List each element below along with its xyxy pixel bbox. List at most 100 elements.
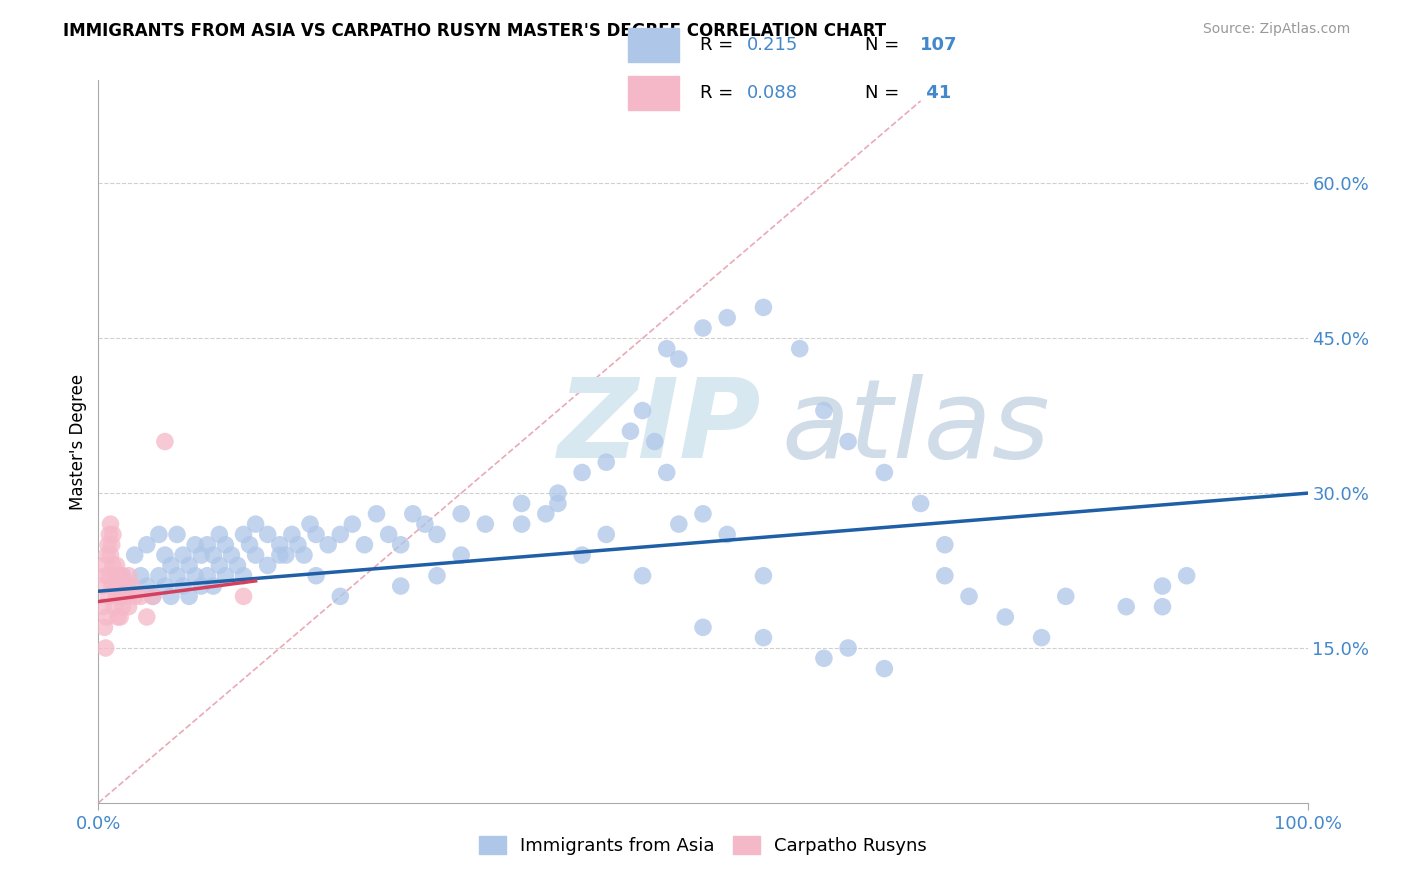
Point (716, 527, 738, 541)
Point (121, 579, 143, 593)
Point (221, 548, 243, 562)
Point (510, 496, 533, 510)
Point (1152, 599, 1174, 614)
Point (389, 538, 412, 552)
Y-axis label: Master's Degree: Master's Degree (69, 374, 87, 509)
Point (994, 610, 1017, 624)
Text: ZIP: ZIP (558, 374, 762, 481)
Point (813, 403, 835, 417)
Point (100, 517, 122, 532)
Point (534, 507, 557, 521)
Point (135, 579, 157, 593)
Point (96, 610, 118, 624)
Point (413, 517, 436, 532)
Point (256, 558, 278, 573)
Text: 0.088: 0.088 (747, 84, 797, 103)
Point (160, 590, 183, 604)
Point (934, 568, 956, 582)
Point (148, 568, 170, 582)
Point (450, 507, 472, 521)
Point (245, 517, 267, 532)
Point (91, 599, 114, 614)
Point (214, 568, 236, 582)
Point (179, 590, 201, 604)
Point (160, 558, 183, 573)
Point (1115, 599, 1137, 614)
Point (329, 590, 352, 604)
Point (208, 558, 231, 573)
Point (208, 527, 231, 541)
Bar (628, 28, 679, 62)
Point (353, 538, 375, 552)
Point (232, 590, 254, 604)
Point (172, 548, 194, 562)
Point (281, 527, 304, 541)
Text: R =: R = (700, 36, 740, 54)
Point (269, 538, 291, 552)
Point (226, 558, 249, 573)
Point (135, 610, 157, 624)
Point (547, 496, 569, 510)
Point (692, 507, 714, 521)
Point (202, 579, 225, 593)
Point (118, 579, 141, 593)
Point (1152, 579, 1174, 593)
Point (910, 496, 932, 510)
Point (166, 568, 188, 582)
Point (190, 548, 212, 562)
Point (245, 548, 267, 562)
Point (292, 548, 315, 562)
Text: Source: ZipAtlas.com: Source: ZipAtlas.com (1202, 22, 1350, 37)
Point (110, 568, 132, 582)
Point (94, 640, 117, 655)
Point (129, 568, 152, 582)
Point (195, 568, 218, 582)
Point (153, 434, 176, 449)
Point (107, 610, 129, 624)
Point (752, 631, 775, 645)
Point (571, 548, 593, 562)
Point (692, 321, 714, 335)
Point (426, 527, 449, 541)
Point (837, 640, 859, 655)
Legend: Immigrants from Asia, Carpatho Rusyns: Immigrants from Asia, Carpatho Rusyns (471, 829, 935, 863)
Point (124, 548, 146, 562)
Point (108, 579, 131, 593)
Point (813, 651, 835, 665)
Point (389, 579, 412, 593)
Point (232, 568, 254, 582)
Point (105, 590, 128, 604)
Point (111, 579, 134, 593)
Point (172, 579, 194, 593)
Point (571, 466, 593, 480)
Point (366, 507, 388, 521)
Point (214, 538, 236, 552)
Point (316, 538, 339, 552)
Point (1054, 590, 1077, 604)
Point (1031, 631, 1053, 645)
Point (450, 548, 472, 562)
Point (108, 590, 131, 604)
Point (668, 351, 690, 366)
Point (202, 548, 225, 562)
Point (195, 538, 218, 552)
Point (377, 527, 399, 541)
Point (873, 662, 896, 676)
Point (184, 538, 207, 552)
Point (510, 517, 533, 532)
Point (595, 455, 617, 469)
Text: N =: N = (865, 36, 904, 54)
Point (668, 517, 690, 532)
Point (101, 527, 124, 541)
Point (752, 301, 775, 315)
Point (342, 517, 364, 532)
Point (789, 342, 811, 356)
Text: 107: 107 (920, 36, 957, 54)
Point (547, 486, 569, 500)
Text: atlas: atlas (782, 374, 1050, 481)
Point (111, 599, 134, 614)
Point (111, 568, 134, 582)
Point (118, 599, 141, 614)
Point (631, 403, 654, 417)
Text: R =: R = (700, 84, 740, 103)
